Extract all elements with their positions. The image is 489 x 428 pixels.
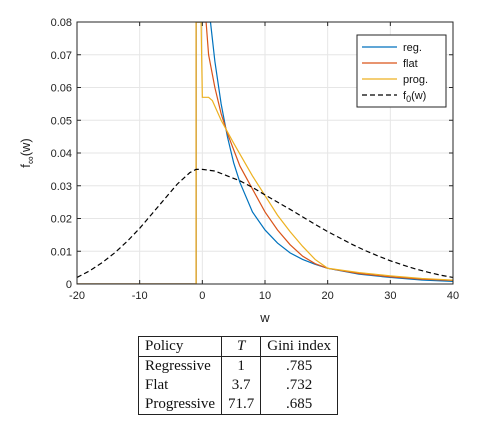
y-tick-label: 0.06 xyxy=(51,83,72,95)
x-tick-label: 10 xyxy=(259,290,271,302)
policy-table: Policy T Gini index Regressive 1 .785 Fl… xyxy=(138,336,338,415)
y-tick-label: 0.01 xyxy=(51,246,72,258)
table-row: Flat 3.7 .732 xyxy=(138,376,338,395)
legend-label: f0(w) xyxy=(403,90,426,104)
t-cell: 3.7 xyxy=(220,376,262,395)
header-gini: Gini index xyxy=(260,336,338,357)
gini-cell: .732 xyxy=(260,376,338,395)
policy-cell: Flat xyxy=(138,376,222,395)
y-tick-label: 0.04 xyxy=(51,148,72,160)
legend-label: flat xyxy=(403,58,418,70)
legend-box xyxy=(356,34,447,108)
y-tick-label: 0.08 xyxy=(51,17,72,29)
header-policy: Policy xyxy=(138,336,222,357)
series-line-2 xyxy=(77,22,453,284)
x-tick-label: 0 xyxy=(199,290,205,302)
y-axis-title: f∞(w) xyxy=(18,138,37,168)
chart: -20 -10 0 10 20 30 40 0 0.01 0.02 0.03 0.04 0.05 0.06… xyxy=(18,17,460,325)
legend-label: reg. xyxy=(403,42,422,54)
y-tick-label: 0.07 xyxy=(51,50,72,62)
gini-cell: .785 xyxy=(260,356,338,376)
policy-cell: Progressive xyxy=(138,395,222,415)
y-tick-label: 0.02 xyxy=(51,214,72,226)
policy-cell: Regressive xyxy=(138,356,222,376)
x-tick-label: -10 xyxy=(132,290,148,302)
t-cell: 71.7 xyxy=(220,395,262,415)
legend-label: prog. xyxy=(403,74,428,86)
legend: reg. flat prog. f0(w) xyxy=(356,34,447,108)
y-tick-label: 0.05 xyxy=(51,115,72,127)
series-line-1 xyxy=(77,22,453,284)
ticks: -20 -10 0 10 20 30 40 0 0.01 0.02 0.03 0.04 0.05 0.06… xyxy=(51,17,460,302)
x-tick-label: -20 xyxy=(69,290,85,302)
table-header-row: Policy T Gini index xyxy=(138,336,338,357)
x-tick-label: 30 xyxy=(384,290,396,302)
table-row: Progressive 71.7 .685 xyxy=(138,395,338,415)
x-axis-title: w xyxy=(259,310,270,325)
series-layer xyxy=(77,22,453,284)
series-line-3 xyxy=(77,168,453,279)
header-t: T xyxy=(220,336,262,357)
y-tick-label: 0 xyxy=(66,279,72,291)
y-tick-label: 0.03 xyxy=(51,181,72,193)
x-tick-label: 20 xyxy=(322,290,334,302)
t-cell: 1 xyxy=(220,356,262,376)
x-tick-label: 40 xyxy=(447,290,459,302)
table-row: Regressive 1 .785 xyxy=(138,356,338,376)
gini-cell: .685 xyxy=(260,395,338,415)
